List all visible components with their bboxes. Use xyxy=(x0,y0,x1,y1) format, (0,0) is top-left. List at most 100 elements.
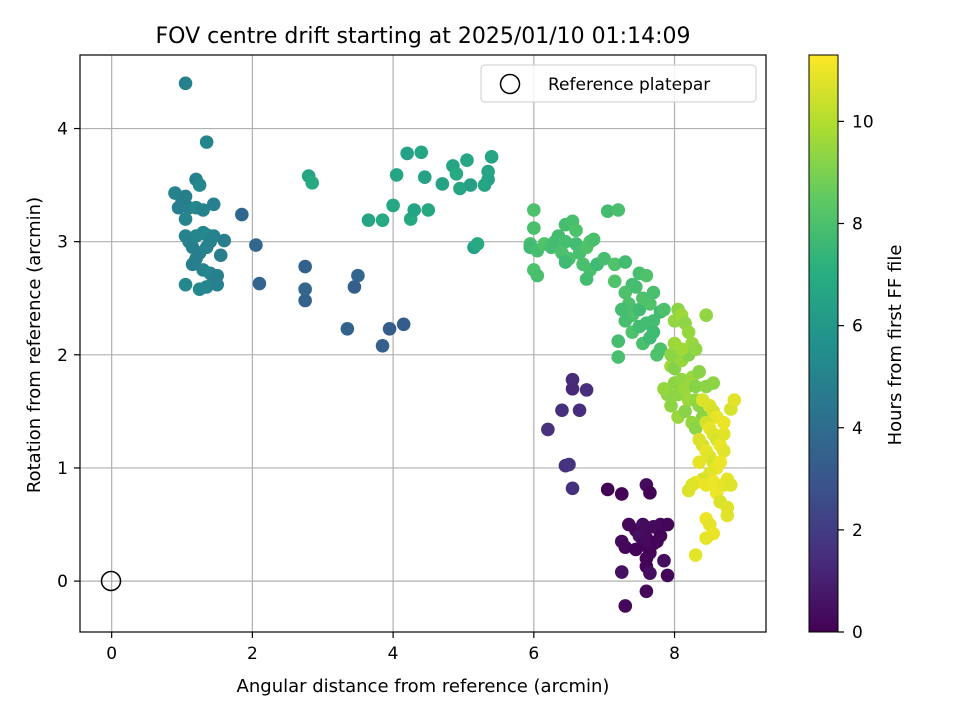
data-point xyxy=(657,381,671,396)
data-point xyxy=(555,403,569,418)
data-point xyxy=(417,170,432,184)
data-point xyxy=(692,432,706,447)
colorbar-tick-label: 8 xyxy=(852,215,863,235)
colorbar: 0 2 4 6 8 10 Hours from first FF file xyxy=(808,54,906,643)
data-point xyxy=(470,237,485,251)
data-point xyxy=(298,259,312,274)
y-tick-label: 3 xyxy=(57,233,68,253)
chart-title: FOV centre drift starting at 2025/01/10 … xyxy=(156,24,691,49)
y-tick-label: 2 xyxy=(57,346,68,366)
data-point xyxy=(618,314,633,328)
data-point xyxy=(653,529,668,543)
data-point xyxy=(660,517,675,532)
data-point xyxy=(657,302,671,317)
data-point xyxy=(206,197,221,212)
data-point xyxy=(653,342,668,356)
data-point xyxy=(607,274,622,289)
data-points xyxy=(168,76,742,613)
data-point xyxy=(298,282,312,296)
x-tick-label: 0 xyxy=(106,644,117,664)
data-point xyxy=(178,189,193,204)
data-point xyxy=(189,251,203,266)
data-point xyxy=(347,280,362,294)
colorbar-tick-label: 2 xyxy=(852,521,863,541)
data-point xyxy=(305,176,319,190)
data-point xyxy=(375,213,390,227)
data-point xyxy=(600,204,615,218)
data-point xyxy=(607,257,622,272)
data-point xyxy=(597,251,611,266)
y-tick-label: 1 xyxy=(57,459,68,479)
data-point xyxy=(713,455,728,470)
data-point xyxy=(249,238,263,252)
data-point xyxy=(421,203,436,217)
data-point xyxy=(481,164,495,179)
x-tick-label: 6 xyxy=(528,644,539,664)
data-point xyxy=(199,240,214,255)
colorbar-tick-label: 10 xyxy=(852,112,874,132)
data-point xyxy=(252,276,267,291)
data-point xyxy=(643,546,657,560)
data-point xyxy=(340,321,355,336)
data-point xyxy=(235,207,249,222)
data-point xyxy=(375,338,390,353)
data-point xyxy=(541,422,555,437)
data-point xyxy=(217,233,232,248)
data-point xyxy=(706,376,721,390)
y-tick-label: 4 xyxy=(57,120,68,140)
legend-entry-reference-platepar: Reference platepar xyxy=(548,75,710,95)
x-axis-ticks: 0 2 4 6 8 xyxy=(106,632,680,664)
x-tick-label: 8 xyxy=(669,644,680,664)
data-point xyxy=(643,566,657,580)
data-point xyxy=(614,487,629,501)
data-point xyxy=(435,177,450,191)
x-axis-label: Angular distance from reference (arcmin) xyxy=(237,676,610,697)
y-axis-ticks: 0 1 2 3 4 xyxy=(57,120,80,592)
data-point xyxy=(382,321,397,336)
data-point xyxy=(484,150,499,164)
data-point xyxy=(618,599,633,613)
data-point xyxy=(407,203,422,217)
data-point xyxy=(646,325,661,339)
legend: Reference platepar xyxy=(480,64,757,103)
data-point xyxy=(618,540,633,554)
data-point xyxy=(724,478,738,492)
data-point xyxy=(477,178,492,192)
data-point xyxy=(614,302,629,317)
x-tick-label: 4 xyxy=(388,644,399,664)
data-point xyxy=(688,421,703,436)
data-point xyxy=(660,568,675,583)
data-point xyxy=(639,268,654,283)
data-point xyxy=(414,145,429,160)
legend-box xyxy=(480,64,757,103)
plot-frame xyxy=(79,54,767,633)
data-point xyxy=(460,153,474,168)
data-point xyxy=(716,444,731,458)
data-point xyxy=(678,404,692,419)
data-point xyxy=(688,548,703,562)
data-point xyxy=(674,342,689,356)
data-point xyxy=(178,212,193,226)
data-point xyxy=(565,372,580,387)
data-point xyxy=(643,486,657,500)
data-point xyxy=(586,232,601,247)
data-point xyxy=(196,203,210,217)
colorbar-tick-label: 0 xyxy=(852,623,863,643)
data-point xyxy=(632,302,647,317)
data-point xyxy=(530,268,545,283)
data-point xyxy=(396,317,411,332)
data-point xyxy=(600,482,615,497)
data-point xyxy=(692,455,706,470)
data-point xyxy=(727,393,742,407)
data-point xyxy=(688,379,703,394)
data-point xyxy=(351,268,365,283)
data-point xyxy=(629,542,643,557)
data-point xyxy=(618,255,633,269)
x-tick-label: 2 xyxy=(247,644,258,664)
data-point xyxy=(178,277,193,292)
data-point xyxy=(716,415,731,430)
data-point xyxy=(618,285,633,300)
colorbar-tick-label: 6 xyxy=(852,317,863,337)
data-point xyxy=(213,248,228,263)
